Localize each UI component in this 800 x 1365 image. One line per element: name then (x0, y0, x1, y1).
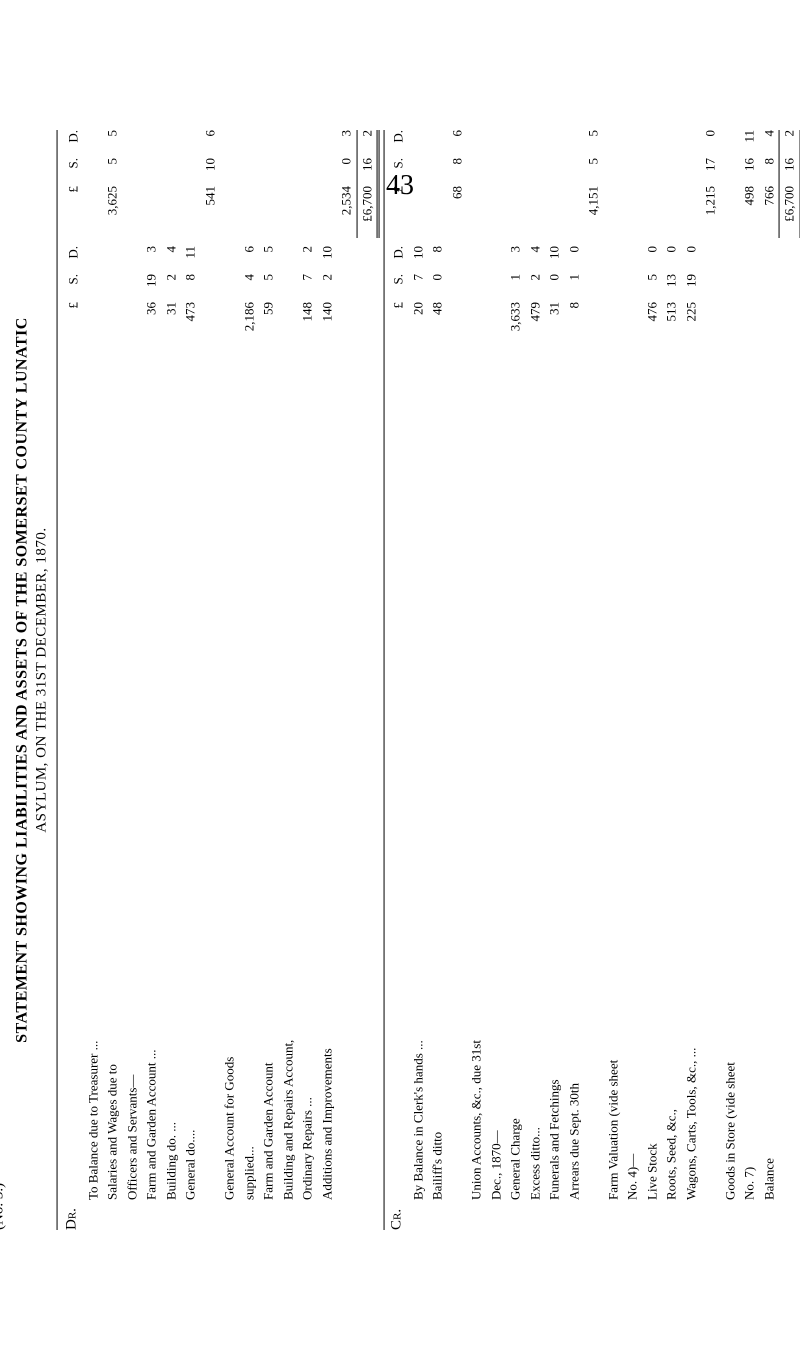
ledger-line: Farm and Garden Account ... (142, 354, 162, 1200)
dr-label: Dr. (64, 1200, 380, 1230)
ledger-line (447, 354, 467, 1200)
ledger-line: General Charge (506, 354, 526, 1200)
cr-amounts-inner: £2048 3,633479318 476513225 S.70 1201 51… (389, 246, 800, 354)
ledger-line: General Account for Goods (220, 354, 240, 1200)
title-line-2: ASYLUM, ON THE 31ST DECEMBER, 1870. (34, 130, 51, 1230)
ledger-line: To Balance due to Treasurer ... (83, 354, 103, 1200)
total-pence: 2 (779, 130, 800, 158)
ledger-line: Dec., 1870— (486, 354, 506, 1200)
ledger-line: Building and Repairs Account, (278, 354, 298, 1200)
ledger-line (337, 354, 357, 1200)
ledger-line: Officers and Servants— (122, 354, 142, 1200)
ledger-line: No. 4)— (623, 354, 643, 1200)
cr-label: Cr. (389, 1200, 800, 1230)
total-pounds: £6,700 (779, 186, 800, 238)
cr-descriptions: By Balance in Clerk's hands ...Bailiff's… (389, 354, 800, 1200)
ledger-line: Roots, Seed, &c., (662, 354, 682, 1200)
cr-amounts-outer: £ 68 4,151 1,215 498766£6,700 S. 8 5 17 … (389, 130, 800, 238)
ledger-line: Wagons, Carts, Tools, &c., ... (681, 354, 701, 1200)
ledger-line: Arrears due Sept. 30th (564, 354, 584, 1200)
ledger-line: Balance (759, 354, 779, 1200)
total-shillings: 16 (779, 158, 800, 186)
dr-section: Dr. To Balance due to Treasurer ...Salar… (64, 130, 380, 1230)
ledger-line: By Balance in Clerk's hands ... (408, 354, 428, 1200)
total-pounds: £6,700 (356, 186, 380, 238)
title-line-1: STATEMENT SHOWING LIABILITIES AND ASSETS… (12, 130, 34, 1230)
ledger-line: No. 7) (740, 354, 760, 1200)
ledger-line: Excess ditto... (525, 354, 545, 1200)
ledger-line: Goods in Store (vide sheet (720, 354, 740, 1200)
ledger-line: Funerals and Fetchings (545, 354, 565, 1200)
ledger-line: Bailiff's ditto (428, 354, 448, 1200)
dr-descriptions: To Balance due to Treasurer ...Salaries … (64, 354, 380, 1200)
ledger-line: Additions and Improvements (317, 354, 337, 1200)
ledger-line: Ordinary Repairs ... (298, 354, 318, 1200)
ledger-line (200, 354, 220, 1200)
dr-amounts-inner: £ 3631473 2,18659 148140 S. 1928 45 72 D… (64, 246, 380, 354)
ledger-line (701, 354, 721, 1200)
dr-amounts-outer: £ 3,625 541 2,534£6,700 S. 5 10 016 D. 5… (64, 130, 380, 238)
ledger-line: Farm Valuation (vide sheet (603, 354, 623, 1200)
ledger-line: Live Stock (642, 354, 662, 1200)
ledger-line: supplied... (239, 354, 259, 1200)
no-label: (No. 3.) (0, 130, 8, 1230)
total-shillings: 16 (356, 158, 380, 186)
ledger-line: Union Accounts, &c., due 31st (467, 354, 487, 1200)
ledger-table: Dr. To Balance due to Treasurer ...Salar… (57, 130, 800, 1230)
ledger-line: Building do. ... (161, 354, 181, 1200)
total-pence: 2 (356, 130, 380, 158)
ledger-page: (No. 3.) STATEMENT SHOWING LIABILITIES A… (0, 130, 800, 1230)
cr-section: Cr. By Balance in Clerk's hands ...Baili… (389, 130, 800, 1230)
ledger-line: Salaries and Wages due to (103, 354, 123, 1200)
ledger-line: General do.... (181, 354, 201, 1200)
ledger-line: Farm and Garden Account (259, 354, 279, 1200)
ledger-line (584, 354, 604, 1200)
